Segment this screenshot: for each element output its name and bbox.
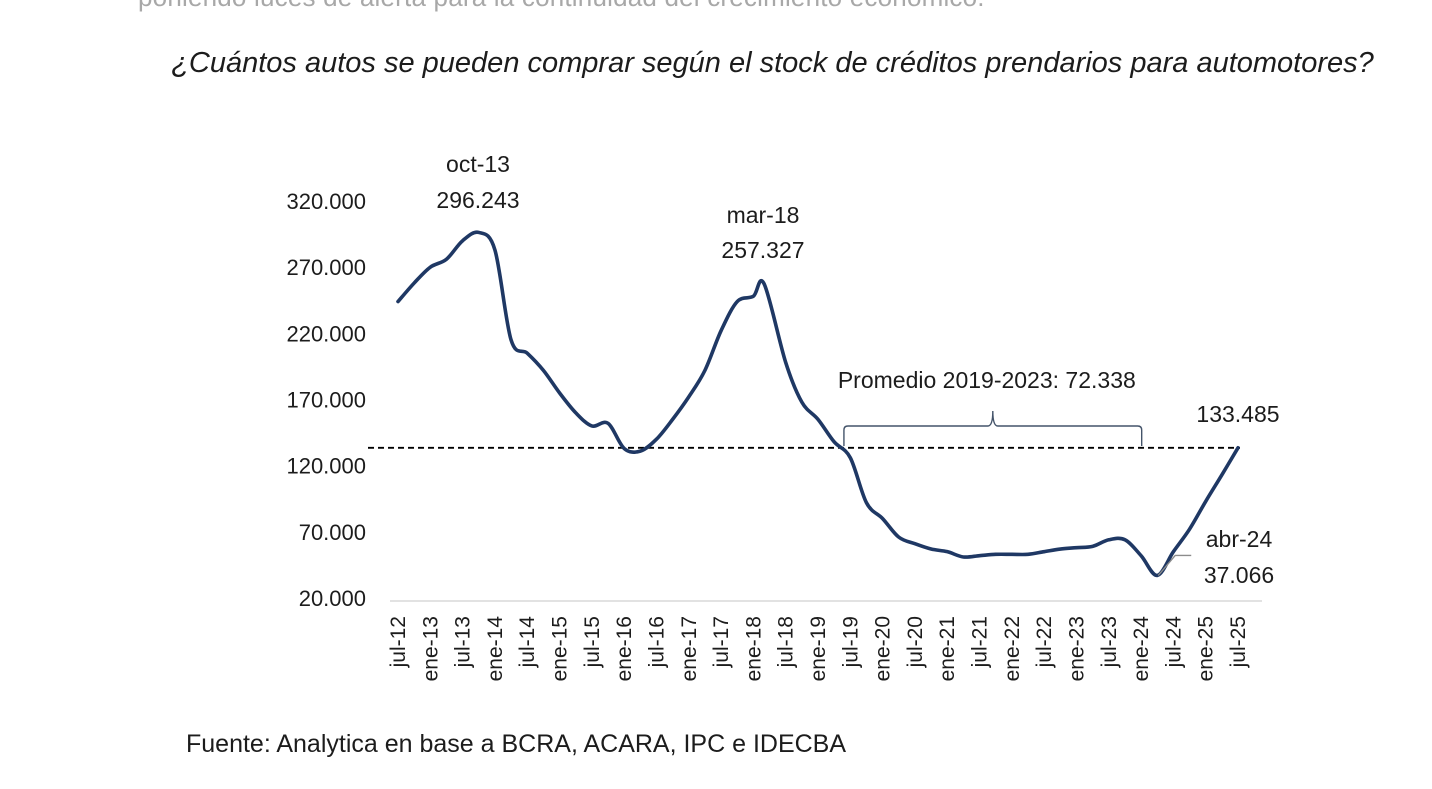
x-tick-label: ene-24: [1130, 616, 1153, 682]
x-tick-label: jul-13: [452, 616, 475, 668]
y-tick-label: 120.000: [286, 454, 366, 479]
x-tick-label: jul-15: [581, 616, 604, 668]
x-tick-label: ene-13: [419, 616, 442, 681]
y-tick-label: 70.000: [299, 520, 366, 545]
x-tick-label: ene-23: [1065, 616, 1088, 681]
x-tick-label: ene-18: [742, 616, 765, 681]
x-tick-label: jul-24: [1162, 616, 1185, 669]
x-tick-label: ene-15: [549, 616, 572, 681]
x-tick-label: jul-18: [775, 616, 798, 668]
x-tick-label: ene-22: [1001, 616, 1024, 681]
x-tick-label: jul-20: [904, 616, 927, 668]
y-tick-label: 320.000: [286, 189, 366, 214]
x-tick-label: jul-16: [645, 616, 668, 668]
x-tick-label: jul-17: [710, 616, 733, 668]
x-tick-label: ene-25: [1195, 616, 1218, 681]
x-tick-label: ene-14: [484, 616, 507, 682]
y-tick-label: 220.000: [286, 321, 366, 346]
x-tick-label: jul-12: [387, 616, 410, 668]
y-axis: 20.000 70.000 120.000 170.000 220.000 270.000…: [286, 189, 366, 611]
peak-2018-value-label: 257.327: [721, 237, 804, 263]
x-tick-label: jul-14: [516, 616, 539, 669]
x-tick-label: ene-21: [936, 616, 959, 681]
x-tick-label: ene-19: [807, 616, 830, 681]
y-tick-label: 20.000: [299, 586, 366, 611]
y-tick-label: 170.000: [286, 388, 366, 413]
average-label: Promedio 2019-2023: 72.338: [838, 367, 1136, 393]
annotations: oct-13 296.243 mar-18 257.327 abr-24 37.066 13…: [436, 151, 1279, 588]
x-tick-label: jul-25: [1227, 616, 1250, 668]
trough-2024-value-label: 37.066: [1204, 562, 1274, 588]
x-tick-label: jul-19: [839, 616, 862, 668]
peak-2013-value-label: 296.243: [436, 187, 519, 213]
trough-leader-line: [1157, 554, 1192, 576]
peak-2013-date-label: oct-13: [446, 151, 510, 177]
truncated-paragraph: poniendo luces de alerta para la continu…: [138, 0, 985, 13]
x-tick-label: ene-16: [613, 616, 636, 681]
source-note: Fuente: Analytica en base a BCRA, ACARA,…: [186, 730, 847, 758]
x-tick-label: jul-22: [1033, 616, 1056, 668]
last-value-label: 133.485: [1196, 401, 1279, 427]
x-tick-label: jul-23: [1098, 616, 1121, 668]
chart-title: ¿Cuántos autos se pueden comprar según e…: [171, 47, 1374, 79]
series-line: [396, 230, 1240, 578]
peak-2018-date-label: mar-18: [727, 202, 800, 228]
x-tick-label: jul-21: [969, 616, 992, 668]
x-tick-label: ene-17: [678, 616, 701, 681]
trough-2024-date-label: abr-24: [1206, 526, 1273, 552]
average-brace: [843, 410, 1143, 446]
x-axis: jul-12 ene-13 jul-13 ene-14 jul-14 ene-15 jul-…: [387, 616, 1250, 682]
x-tick-label: ene-20: [872, 616, 895, 681]
y-tick-label: 270.000: [286, 255, 366, 280]
